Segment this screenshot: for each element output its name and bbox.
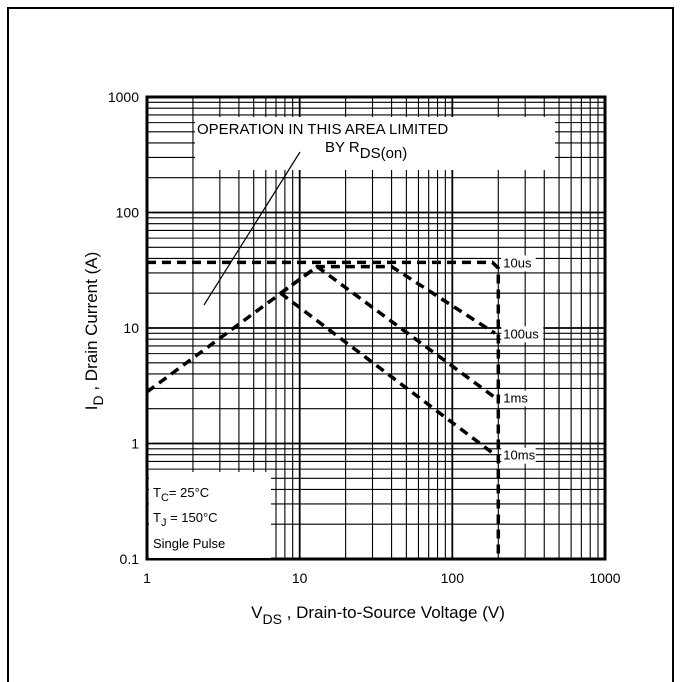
- curves: [145, 260, 501, 559]
- label-1ms: 1ms: [503, 391, 528, 406]
- y-tick-label: 100: [116, 205, 140, 221]
- y-tick-label: 1000: [108, 89, 139, 105]
- curve-labels: 10us 100us 1ms 10ms: [501, 255, 544, 464]
- annotation-pointer: [203, 151, 301, 306]
- curve-100us: [145, 264, 496, 394]
- condition-pulse: Single Pulse: [153, 536, 225, 551]
- plot-border: [145, 95, 607, 561]
- annotation-background: [195, 117, 555, 170]
- label-bg-10ms: [501, 447, 536, 464]
- label-10us: 10us: [503, 255, 532, 270]
- condition-tj: TJ = 150°C: [153, 510, 218, 529]
- y-axis-title: ID , Drain Current (A): [82, 252, 106, 410]
- y-tick-label: 1: [131, 436, 139, 452]
- condition-tc: TC= 25°C: [153, 485, 209, 504]
- label-10ms: 10ms: [503, 448, 535, 463]
- label-100us: 100us: [503, 326, 539, 341]
- label-bg-1ms: [501, 390, 529, 407]
- curve-1ms: [279, 264, 496, 399]
- curve-10us: [147, 260, 501, 559]
- x-tick-label: 1: [143, 570, 151, 586]
- figure-frame: [7, 7, 674, 682]
- y-tick-label: 10: [123, 320, 139, 336]
- x-tick-label: 100: [441, 570, 465, 586]
- x-tick-label: 1000: [589, 570, 620, 586]
- label-bg-10us: [501, 255, 536, 272]
- conditions-background: [149, 472, 271, 558]
- x-axis-title: VDS , Drain-to-Source Voltage (V): [251, 603, 505, 627]
- annotation-line1: OPERATION IN THIS AREA LIMITED: [197, 121, 448, 138]
- label-bg-100us: [501, 326, 544, 343]
- x-tick-label: 10: [292, 570, 308, 586]
- y-tick-label: 0.1: [120, 551, 140, 567]
- annotation-line2: BY RDS(on): [325, 139, 407, 162]
